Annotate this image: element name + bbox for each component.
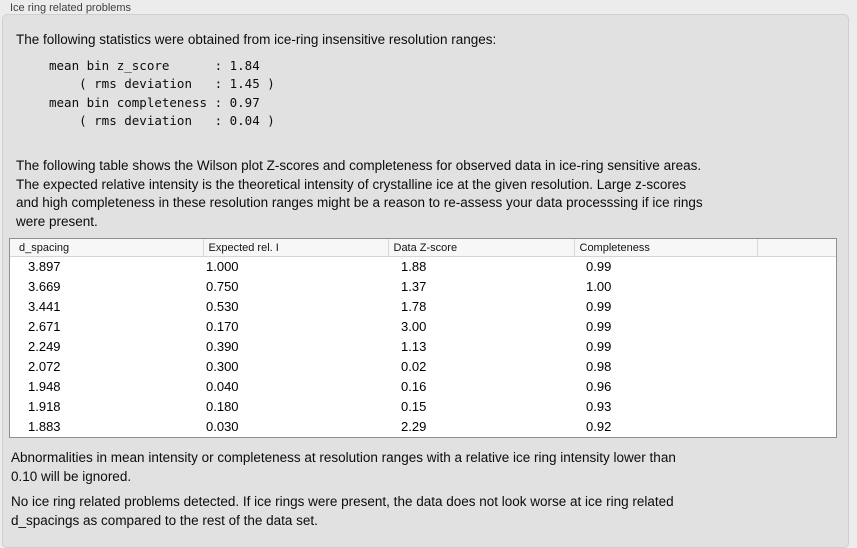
cell-expected-rel-i: 0.750 [206, 279, 239, 294]
table-row[interactable]: 2.072 0.300 0.02 0.98 [10, 357, 836, 377]
cell-expected-rel-i: 0.180 [206, 399, 239, 414]
table-row[interactable]: 3.897 1.000 1.88 0.99 [10, 257, 836, 278]
table-row[interactable]: 1.948 0.040 0.16 0.96 [10, 377, 836, 397]
cell-expected-rel-i: 0.530 [206, 299, 239, 314]
column-header-filler [756, 239, 836, 257]
cell-data-z-score: 0.15 [401, 399, 427, 414]
cell-completeness: 0.98 [586, 359, 612, 374]
ice-ring-panel: The following statistics were obtained f… [2, 14, 849, 548]
table-row[interactable]: 2.671 0.170 3.00 0.99 [10, 317, 836, 337]
ice-ring-data-table: d_spacing Expected rel. I Data Z-score C… [10, 239, 836, 437]
cell-filler [757, 277, 836, 297]
cell-d-spacing: 1.883 [28, 419, 61, 434]
cell-d-spacing: 3.441 [28, 299, 61, 314]
cell-filler [757, 377, 836, 397]
cell-completeness: 0.93 [586, 399, 612, 414]
cell-expected-rel-i: 0.040 [206, 379, 239, 394]
cell-d-spacing: 2.671 [28, 319, 61, 334]
cell-completeness: 1.00 [586, 279, 612, 294]
cell-d-spacing: 3.897 [28, 259, 61, 274]
table-row[interactable]: 1.883 0.030 2.29 0.92 [10, 417, 836, 437]
cell-completeness: 0.99 [586, 339, 612, 354]
cell-filler [757, 317, 836, 337]
ice-ring-table: d_spacing Expected rel. I Data Z-score C… [9, 238, 837, 438]
cell-data-z-score: 2.29 [401, 419, 427, 434]
cell-completeness: 0.99 [586, 319, 612, 334]
cell-completeness: 0.99 [586, 299, 612, 314]
cell-expected-rel-i: 0.030 [206, 419, 239, 434]
table-row[interactable]: 2.249 0.390 1.13 0.99 [10, 337, 836, 357]
column-header-d-spacing[interactable]: d_spacing [10, 239, 203, 257]
cell-completeness: 0.96 [586, 379, 612, 394]
cell-filler [757, 417, 836, 437]
column-header-expected-rel-i[interactable]: Expected rel. I [202, 239, 388, 257]
cell-data-z-score: 3.00 [401, 319, 427, 334]
cell-data-z-score: 1.78 [401, 299, 427, 314]
cell-filler [757, 257, 836, 278]
table-row[interactable]: 3.669 0.750 1.37 1.00 [10, 277, 836, 297]
cell-expected-rel-i: 0.390 [206, 339, 239, 354]
table-header-row: d_spacing Expected rel. I Data Z-score C… [10, 239, 836, 257]
cell-filler [757, 337, 836, 357]
cell-completeness: 0.99 [586, 259, 612, 274]
table-description-text: The following table shows the Wilson plo… [16, 158, 703, 229]
cell-d-spacing: 1.918 [28, 399, 61, 414]
conclusion-text: No ice ring related problems detected. I… [11, 494, 674, 528]
cell-data-z-score: 1.88 [401, 259, 427, 274]
column-header-data-z-score[interactable]: Data Z-score [387, 239, 574, 257]
cell-data-z-score: 0.16 [401, 379, 427, 394]
cell-d-spacing: 1.948 [28, 379, 61, 394]
ignore-note-text: Abnormalities in mean intensity or compl… [11, 450, 676, 484]
cell-expected-rel-i: 1.000 [206, 259, 239, 274]
cell-expected-rel-i: 0.170 [206, 319, 239, 334]
table-body: 3.897 1.000 1.88 0.99 3.669 0.750 1.37 1.00 3.44… [10, 257, 836, 438]
cell-filler [757, 357, 836, 377]
table-row[interactable]: 1.918 0.180 0.15 0.93 [10, 397, 836, 417]
table-row[interactable]: 3.441 0.530 1.78 0.99 [10, 297, 836, 317]
stats-intro-text: The following statistics were obtained f… [16, 32, 497, 47]
column-header-completeness[interactable]: Completeness [573, 239, 757, 257]
cell-filler [757, 397, 836, 417]
cell-filler [757, 297, 836, 317]
panel-title: Ice ring related problems [10, 2, 132, 14]
cell-data-z-score: 0.02 [401, 359, 427, 374]
cell-expected-rel-i: 0.300 [206, 359, 239, 374]
cell-d-spacing: 3.669 [28, 279, 61, 294]
stats-values-text: mean bin z_score : 1.84 ( rms deviation … [49, 58, 275, 128]
cell-d-spacing: 2.072 [28, 359, 61, 374]
cell-data-z-score: 1.37 [401, 279, 427, 294]
cell-d-spacing: 2.249 [28, 339, 61, 354]
cell-data-z-score: 1.13 [401, 339, 427, 354]
cell-completeness: 0.92 [586, 419, 612, 434]
